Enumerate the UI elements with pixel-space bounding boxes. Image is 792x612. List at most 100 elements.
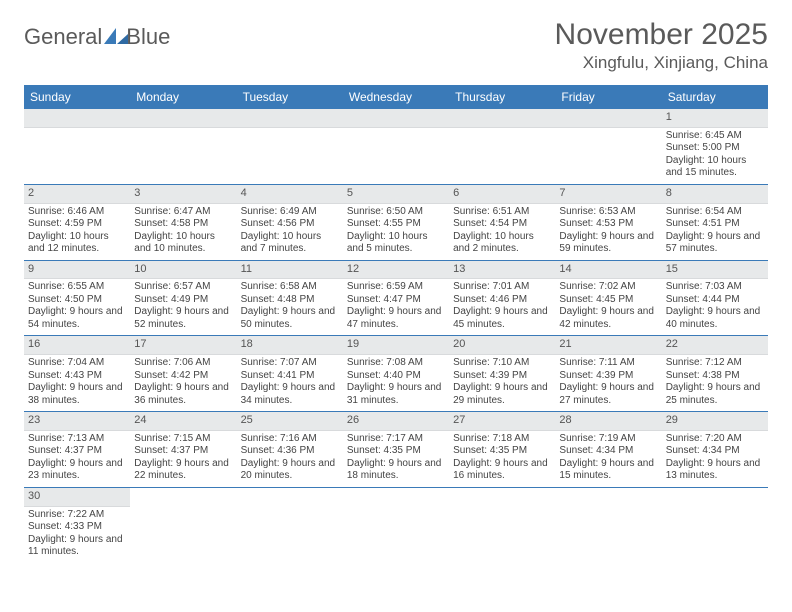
day-cell: 28Sunrise: 7:19 AMSunset: 4:34 PMDayligh… (555, 412, 661, 487)
sunrise: Sunrise: 7:10 AM (453, 357, 551, 370)
day-body: Sunrise: 7:11 AMSunset: 4:39 PMDaylight:… (555, 355, 661, 411)
day-body: Sunrise: 7:17 AMSunset: 4:35 PMDaylight:… (343, 431, 449, 487)
calendar: SundayMondayTuesdayWednesdayThursdayFrid… (24, 85, 768, 563)
day-cell: 3Sunrise: 6:47 AMSunset: 4:58 PMDaylight… (130, 185, 236, 260)
daylight: Daylight: 9 hours and 22 minutes. (134, 458, 232, 483)
empty-cell (130, 109, 236, 184)
week-row: 2Sunrise: 6:46 AMSunset: 4:59 PMDaylight… (24, 185, 768, 261)
sunset: Sunset: 4:38 PM (666, 370, 764, 383)
sunset: Sunset: 4:37 PM (134, 445, 232, 458)
day-number: 29 (662, 412, 768, 431)
day-cell: 15Sunrise: 7:03 AMSunset: 4:44 PMDayligh… (662, 261, 768, 336)
weekday-tuesday: Tuesday (237, 85, 343, 109)
day-cell: 24Sunrise: 7:15 AMSunset: 4:37 PMDayligh… (130, 412, 236, 487)
daylight: Daylight: 9 hours and 34 minutes. (241, 382, 339, 407)
day-cell: 19Sunrise: 7:08 AMSunset: 4:40 PMDayligh… (343, 336, 449, 411)
sunset: Sunset: 4:39 PM (453, 370, 551, 383)
sunrise: Sunrise: 6:47 AM (134, 206, 232, 219)
title-block: November 2025 Xingfulu, Xinjiang, China (555, 18, 768, 73)
empty-cell (449, 488, 555, 563)
sunrise: Sunrise: 7:03 AM (666, 281, 764, 294)
week-row: 30Sunrise: 7:22 AMSunset: 4:33 PMDayligh… (24, 488, 768, 563)
day-body: Sunrise: 6:51 AMSunset: 4:54 PMDaylight:… (449, 204, 555, 260)
day-number: 5 (343, 185, 449, 204)
weekday-thursday: Thursday (449, 85, 555, 109)
sunrise: Sunrise: 6:57 AM (134, 281, 232, 294)
empty-cell (130, 488, 236, 563)
daylight: Daylight: 9 hours and 16 minutes. (453, 458, 551, 483)
sunrise: Sunrise: 6:55 AM (28, 281, 126, 294)
day-cell: 20Sunrise: 7:10 AMSunset: 4:39 PMDayligh… (449, 336, 555, 411)
day-cell: 22Sunrise: 7:12 AMSunset: 4:38 PMDayligh… (662, 336, 768, 411)
location: Xingfulu, Xinjiang, China (555, 53, 768, 73)
day-number: 30 (24, 488, 130, 507)
sunset: Sunset: 4:45 PM (559, 294, 657, 307)
sunset: Sunset: 4:54 PM (453, 218, 551, 231)
day-number: 21 (555, 336, 661, 355)
sunset: Sunset: 4:49 PM (134, 294, 232, 307)
day-number: 3 (130, 185, 236, 204)
sunrise: Sunrise: 7:12 AM (666, 357, 764, 370)
day-cell: 7Sunrise: 6:53 AMSunset: 4:53 PMDaylight… (555, 185, 661, 260)
day-cell: 5Sunrise: 6:50 AMSunset: 4:55 PMDaylight… (343, 185, 449, 260)
sunset: Sunset: 4:58 PM (134, 218, 232, 231)
day-number: 4 (237, 185, 343, 204)
daylight: Daylight: 9 hours and 36 minutes. (134, 382, 232, 407)
daylight: Daylight: 9 hours and 23 minutes. (28, 458, 126, 483)
day-body: Sunrise: 6:50 AMSunset: 4:55 PMDaylight:… (343, 204, 449, 260)
day-cell: 9Sunrise: 6:55 AMSunset: 4:50 PMDaylight… (24, 261, 130, 336)
header: General Blue November 2025 Xingfulu, Xin… (24, 18, 768, 73)
day-number: 27 (449, 412, 555, 431)
weekday-monday: Monday (130, 85, 236, 109)
daylight: Daylight: 10 hours and 2 minutes. (453, 231, 551, 256)
day-cell: 10Sunrise: 6:57 AMSunset: 4:49 PMDayligh… (130, 261, 236, 336)
sunset: Sunset: 4:41 PM (241, 370, 339, 383)
daylight: Daylight: 9 hours and 15 minutes. (559, 458, 657, 483)
sunrise: Sunrise: 7:18 AM (453, 433, 551, 446)
day-number: 11 (237, 261, 343, 280)
sunset: Sunset: 4:39 PM (559, 370, 657, 383)
day-number: 23 (24, 412, 130, 431)
sunset: Sunset: 4:40 PM (347, 370, 445, 383)
sunset: Sunset: 4:34 PM (559, 445, 657, 458)
daylight: Daylight: 9 hours and 50 minutes. (241, 306, 339, 331)
day-body: Sunrise: 7:12 AMSunset: 4:38 PMDaylight:… (662, 355, 768, 411)
sunrise: Sunrise: 6:49 AM (241, 206, 339, 219)
day-body: Sunrise: 6:55 AMSunset: 4:50 PMDaylight:… (24, 279, 130, 335)
day-body: Sunrise: 6:53 AMSunset: 4:53 PMDaylight:… (555, 204, 661, 260)
day-body: Sunrise: 6:54 AMSunset: 4:51 PMDaylight:… (662, 204, 768, 260)
day-cell: 17Sunrise: 7:06 AMSunset: 4:42 PMDayligh… (130, 336, 236, 411)
empty-bar (555, 109, 661, 128)
sunset: Sunset: 4:46 PM (453, 294, 551, 307)
day-number: 6 (449, 185, 555, 204)
day-cell: 26Sunrise: 7:17 AMSunset: 4:35 PMDayligh… (343, 412, 449, 487)
day-body: Sunrise: 7:06 AMSunset: 4:42 PMDaylight:… (130, 355, 236, 411)
day-cell: 11Sunrise: 6:58 AMSunset: 4:48 PMDayligh… (237, 261, 343, 336)
day-cell: 27Sunrise: 7:18 AMSunset: 4:35 PMDayligh… (449, 412, 555, 487)
daylight: Daylight: 9 hours and 11 minutes. (28, 534, 126, 559)
week-row: 9Sunrise: 6:55 AMSunset: 4:50 PMDaylight… (24, 261, 768, 337)
day-body: Sunrise: 6:58 AMSunset: 4:48 PMDaylight:… (237, 279, 343, 335)
sunset: Sunset: 4:56 PM (241, 218, 339, 231)
daylight: Daylight: 9 hours and 42 minutes. (559, 306, 657, 331)
day-body: Sunrise: 7:03 AMSunset: 4:44 PMDaylight:… (662, 279, 768, 335)
day-number: 18 (237, 336, 343, 355)
day-number: 24 (130, 412, 236, 431)
day-body: Sunrise: 6:57 AMSunset: 4:49 PMDaylight:… (130, 279, 236, 335)
logo: General Blue (24, 24, 170, 50)
day-cell: 25Sunrise: 7:16 AMSunset: 4:36 PMDayligh… (237, 412, 343, 487)
day-body: Sunrise: 6:45 AMSunset: 5:00 PMDaylight:… (662, 128, 768, 184)
day-body: Sunrise: 7:15 AMSunset: 4:37 PMDaylight:… (130, 431, 236, 487)
sunrise: Sunrise: 7:19 AM (559, 433, 657, 446)
daylight: Daylight: 9 hours and 27 minutes. (559, 382, 657, 407)
daylight: Daylight: 9 hours and 25 minutes. (666, 382, 764, 407)
day-body: Sunrise: 7:20 AMSunset: 4:34 PMDaylight:… (662, 431, 768, 487)
day-number: 1 (662, 109, 768, 128)
daylight: Daylight: 9 hours and 45 minutes. (453, 306, 551, 331)
weekday-sunday: Sunday (24, 85, 130, 109)
day-cell: 23Sunrise: 7:13 AMSunset: 4:37 PMDayligh… (24, 412, 130, 487)
empty-cell (662, 488, 768, 563)
day-cell: 30Sunrise: 7:22 AMSunset: 4:33 PMDayligh… (24, 488, 130, 563)
daylight: Daylight: 9 hours and 13 minutes. (666, 458, 764, 483)
daylight: Daylight: 10 hours and 12 minutes. (28, 231, 126, 256)
